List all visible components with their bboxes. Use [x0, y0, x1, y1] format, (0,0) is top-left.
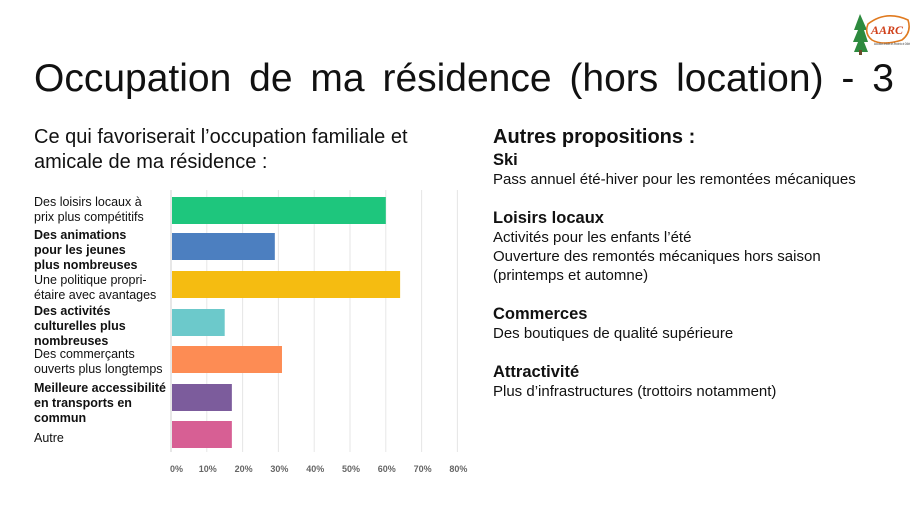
aarc-logo: AARC Association Amicale des Résidents d…	[853, 14, 910, 55]
category-label-line: Meilleure accessibilité	[34, 381, 167, 395]
bar	[172, 197, 386, 224]
category-label-line: ouverts plus longtemps	[34, 362, 163, 376]
x-tick-label: 80%	[449, 464, 468, 474]
category-label-line: Des loisirs locaux à	[34, 195, 142, 209]
category-label-line: nombreuses	[34, 334, 109, 348]
section-line: Ouverture des remontés mécaniques hors s…	[493, 248, 821, 265]
svg-text:Association Amicale des Réside: Association Amicale des Résidents de Chå…	[874, 42, 910, 46]
x-tick-label: 40%	[306, 464, 325, 474]
category-label: Une politique propri-étaire avec avantag…	[34, 273, 174, 303]
category-label-line: Des activités	[34, 304, 111, 318]
bar	[172, 233, 275, 260]
category-label-line: plus nombreuses	[34, 258, 138, 272]
title-word: Occupation	[34, 57, 232, 100]
section-line: Plus d’infrastructures (trottoirs notamm…	[493, 383, 777, 400]
title-word: résidence	[382, 57, 552, 100]
section-line: (printemps et automne)	[493, 267, 649, 284]
category-label: Des animations pour les jeunes plus nombre…	[34, 228, 174, 273]
proposals-heading: Autres propositions :	[493, 126, 696, 148]
section-line: Activités pour les enfants l’été	[493, 229, 692, 246]
section-title-loisirs: Loisirs locaux	[493, 209, 604, 227]
x-tick-label: 60%	[377, 464, 396, 474]
title-word: 3	[872, 57, 894, 100]
category-label-line: Autre	[34, 431, 64, 445]
category-label: Des activités culturelles plus nombreuses	[34, 304, 174, 349]
svg-text:AARC: AARC	[870, 23, 904, 37]
category-label-line: Des commerçants	[34, 347, 135, 361]
x-tick-label: 0%	[170, 464, 184, 474]
title-word: de	[249, 57, 293, 100]
section-title-commerces: Commerces	[493, 305, 588, 323]
category-label: Autre	[34, 431, 174, 446]
category-label-line: Des animations	[34, 228, 127, 242]
category-label-line: prix plus compétitifs	[34, 210, 144, 224]
slide-title: Occupation de ma résidence (hors locatio…	[34, 56, 894, 102]
slide-subtitle: Ce qui favoriserait l’occupation familia…	[34, 126, 408, 173]
section-title-attractivite: Attractivité	[493, 363, 580, 381]
bar-chart	[170, 190, 458, 452]
x-tick-label: 10%	[198, 464, 217, 474]
title-word: (hors	[569, 57, 659, 100]
title-word: ma	[310, 57, 365, 100]
category-label-line: pour les jeunes	[34, 243, 126, 257]
x-tick-label: 20%	[234, 464, 253, 474]
category-label-line: en transports en	[34, 396, 132, 410]
category-label: Meilleure accessibilité en transports en c…	[34, 381, 174, 426]
category-label-line: culturelles plus	[34, 319, 126, 333]
title-word: -	[841, 57, 855, 100]
x-tick-label: 50%	[342, 464, 361, 474]
other-proposals: Autres propositions : Ski Pass annuel ét…	[493, 125, 913, 401]
bar	[172, 384, 232, 411]
bar	[172, 271, 401, 298]
x-tick-label: 30%	[270, 464, 289, 474]
category-label: Des loisirs locaux à prix plus compétitif…	[34, 195, 174, 225]
bar	[172, 421, 232, 448]
section-line: Pass annuel été-hiver pour les remontées…	[493, 171, 856, 188]
category-label-line: Une politique propri-	[34, 273, 147, 287]
x-tick-label: 70%	[413, 464, 432, 474]
section-line: Des boutiques de qualité supérieure	[493, 325, 734, 342]
title-word: location)	[676, 57, 824, 100]
category-label-line: commun	[34, 411, 87, 425]
bar	[172, 346, 282, 373]
bar	[172, 309, 225, 336]
section-title-ski: Ski	[493, 151, 518, 169]
category-label-line: étaire avec avantages	[34, 288, 157, 302]
category-label: Des commerçants ouverts plus longtemps	[34, 347, 174, 377]
